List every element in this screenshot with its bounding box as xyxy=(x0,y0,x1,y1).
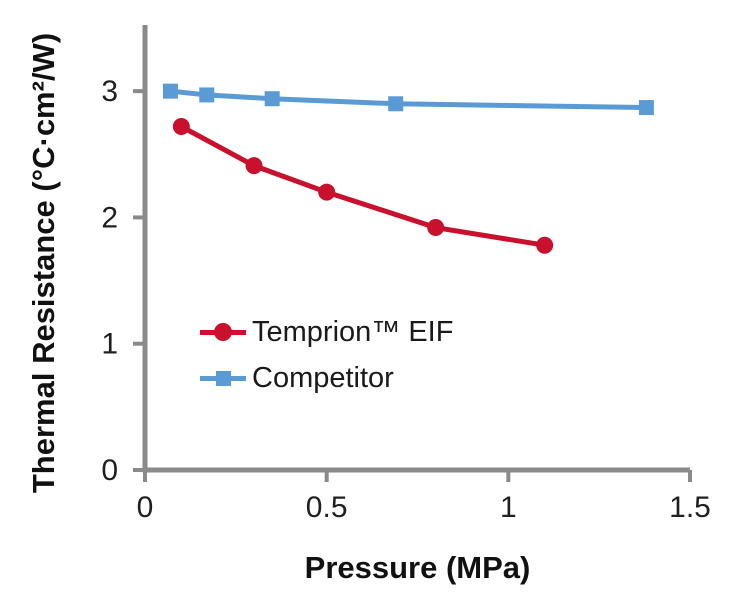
svg-text:1: 1 xyxy=(101,328,118,361)
square-marker-icon xyxy=(215,370,231,386)
svg-text:1: 1 xyxy=(500,491,517,524)
svg-text:0.5: 0.5 xyxy=(306,491,348,524)
legend-swatch xyxy=(200,356,246,400)
svg-text:2: 2 xyxy=(101,201,118,234)
svg-text:0: 0 xyxy=(101,454,118,487)
y-axis-title: Thermal Resistance (°C·cm²/W) xyxy=(26,32,61,494)
legend-item-temprion: Temprion™ EIF xyxy=(200,310,453,354)
svg-text:1.5: 1.5 xyxy=(669,491,711,524)
svg-text:0: 0 xyxy=(137,491,154,524)
circle-marker-icon xyxy=(214,323,232,341)
x-axis-title: Pressure (MPa) xyxy=(304,550,531,585)
legend-label: Temprion™ EIF xyxy=(252,315,454,348)
legend-item-competitor: Competitor xyxy=(200,356,453,400)
legend-swatch xyxy=(200,310,246,354)
svg-text:3: 3 xyxy=(101,75,118,108)
legend-label: Competitor xyxy=(252,361,394,394)
legend: Temprion™ EIF Competitor xyxy=(200,310,453,400)
